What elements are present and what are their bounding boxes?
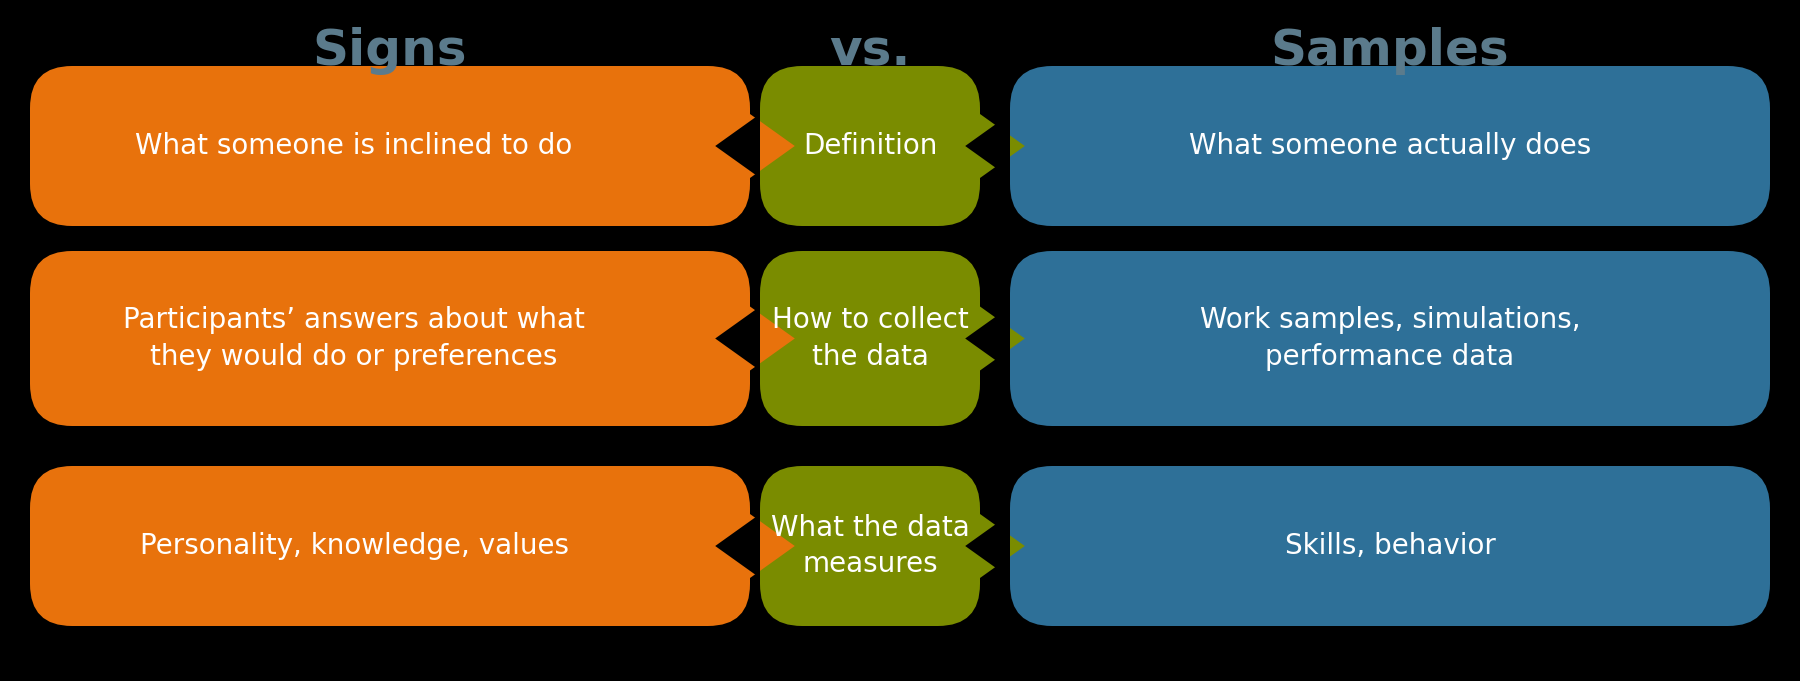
FancyBboxPatch shape — [1010, 466, 1769, 626]
Polygon shape — [979, 306, 1024, 370]
Polygon shape — [751, 306, 796, 370]
Text: Skills, behavior: Skills, behavior — [1285, 532, 1496, 560]
Polygon shape — [965, 514, 1010, 578]
Polygon shape — [751, 114, 796, 178]
FancyBboxPatch shape — [31, 466, 751, 626]
FancyBboxPatch shape — [760, 66, 979, 226]
FancyBboxPatch shape — [760, 251, 979, 426]
Text: What the data
measures: What the data measures — [770, 513, 970, 578]
Polygon shape — [715, 306, 760, 370]
Polygon shape — [715, 114, 760, 178]
Text: vs.: vs. — [830, 27, 911, 75]
Text: Personality, knowledge, values: Personality, knowledge, values — [140, 532, 569, 560]
FancyBboxPatch shape — [1010, 251, 1769, 426]
Text: Samples: Samples — [1271, 27, 1510, 75]
Polygon shape — [965, 114, 1010, 178]
FancyBboxPatch shape — [31, 251, 751, 426]
Text: Definition: Definition — [803, 132, 938, 160]
Text: Signs: Signs — [313, 27, 468, 75]
Text: What someone is inclined to do: What someone is inclined to do — [135, 132, 572, 160]
Polygon shape — [965, 306, 1010, 370]
Polygon shape — [979, 114, 1024, 178]
FancyBboxPatch shape — [760, 466, 979, 626]
Text: How to collect
the data: How to collect the data — [772, 306, 968, 371]
Text: Participants’ answers about what
they would do or preferences: Participants’ answers about what they wo… — [122, 306, 585, 371]
FancyBboxPatch shape — [31, 66, 751, 226]
Text: Work samples, simulations,
performance data: Work samples, simulations, performance d… — [1199, 306, 1580, 371]
Polygon shape — [751, 514, 796, 578]
FancyBboxPatch shape — [1010, 66, 1769, 226]
Text: What someone actually does: What someone actually does — [1188, 132, 1591, 160]
Polygon shape — [979, 514, 1024, 578]
Polygon shape — [715, 514, 760, 578]
